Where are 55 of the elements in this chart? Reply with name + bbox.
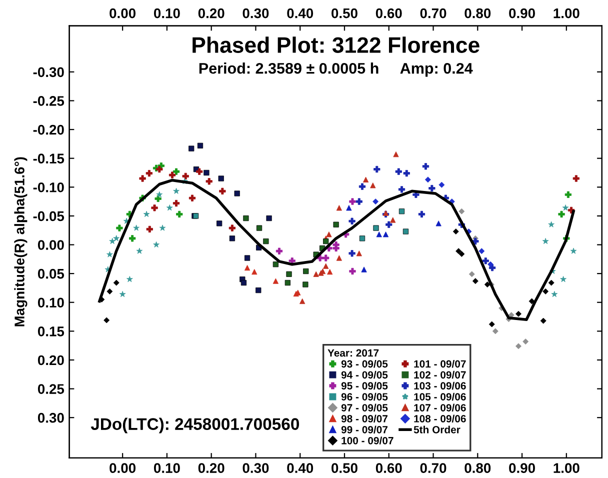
legend-label: 98 - 09/07 bbox=[341, 414, 388, 423]
y-tick-label: -0.30 bbox=[33, 67, 64, 78]
annotation: JDo(LTC): 2458001.700560 bbox=[90, 418, 299, 434]
y-tick-label: 0.25 bbox=[38, 384, 64, 394]
y-tick-label: -0.15 bbox=[33, 154, 64, 164]
x2-tick-label: 0.00 bbox=[110, 8, 136, 18]
x2-tick-label: 0.50 bbox=[332, 8, 358, 18]
y-tick-label: 0.00 bbox=[38, 240, 64, 250]
x-tick-label: 0.90 bbox=[509, 463, 535, 473]
legend-label: 94 - 09/05 bbox=[341, 370, 388, 379]
legend-label: 105 - 09/06 bbox=[414, 392, 466, 401]
y-tick-label: 0.10 bbox=[38, 298, 64, 308]
text: Period: 2.3589 ± 0.0005 h Amp: 0.24 bbox=[199, 62, 473, 77]
legend-label: 97 - 09/05 bbox=[341, 404, 388, 412]
legend-label: 99 - 09/07 bbox=[341, 426, 388, 434]
y-tick-label: 0.30 bbox=[38, 412, 64, 423]
y-tick-label: 0.20 bbox=[38, 355, 64, 366]
y-tick-label: -0.25 bbox=[33, 96, 64, 106]
legend-label: 103 - 09/06 bbox=[414, 382, 466, 390]
legend-label: 102 - 09/07 bbox=[414, 370, 466, 379]
legend-label: 107 - 09/06 bbox=[414, 404, 466, 412]
y-tick-label: 0.05 bbox=[38, 268, 64, 279]
chart-title: Phased Plot: 3122 Florence bbox=[192, 36, 480, 53]
x-tick-label: 0.00 bbox=[110, 463, 136, 473]
y-axis-title: Magnitude(R) alpha(51.6°) bbox=[14, 157, 28, 326]
legend-label: 96 - 09/05 bbox=[341, 392, 388, 401]
legend-label: 5th Order bbox=[414, 426, 460, 434]
legend-label: 93 - 09/05 bbox=[341, 360, 388, 368]
legend-label: 108 - 09/06 bbox=[414, 414, 466, 423]
x-tick-label: 0.30 bbox=[242, 463, 269, 474]
x2-tick-label: 0.90 bbox=[509, 8, 535, 18]
x-tick-label: 0.80 bbox=[464, 463, 491, 473]
x-tick-label: 0.40 bbox=[287, 463, 314, 473]
legend-label: 100 - 09/07 bbox=[342, 436, 394, 444]
x-tick-label: 0.20 bbox=[198, 463, 224, 473]
y-tick-label: -0.10 bbox=[33, 182, 64, 192]
x2-tick-label: 0.10 bbox=[154, 8, 180, 18]
x2-tick-label: 0.40 bbox=[287, 8, 314, 18]
x-tick-label: 0.50 bbox=[332, 463, 358, 473]
x2-tick-label: 1.00 bbox=[554, 8, 580, 18]
x2-tick-label: 0.70 bbox=[420, 8, 446, 18]
x-tick-label: 0.10 bbox=[154, 463, 180, 473]
x2-tick-label: 0.80 bbox=[464, 8, 491, 18]
x-tick-label: 0.70 bbox=[420, 463, 446, 473]
x2-tick-label: 0.30 bbox=[242, 8, 269, 18]
y-tick-label: 0.15 bbox=[38, 326, 64, 336]
y-tick-label: -0.05 bbox=[33, 211, 64, 222]
x2-tick-label: 0.60 bbox=[376, 8, 402, 18]
legend-label: 101 - 09/07 bbox=[414, 360, 466, 368]
x2-tick-label: 0.20 bbox=[198, 8, 224, 18]
x-tick-label: 0.60 bbox=[376, 463, 402, 473]
legend-title: Year: 2017 bbox=[328, 349, 379, 357]
y-tick-label: -0.20 bbox=[33, 124, 64, 135]
x-tick-label: 1.00 bbox=[554, 463, 580, 473]
legend-label: 95 - 09/05 bbox=[341, 382, 388, 390]
